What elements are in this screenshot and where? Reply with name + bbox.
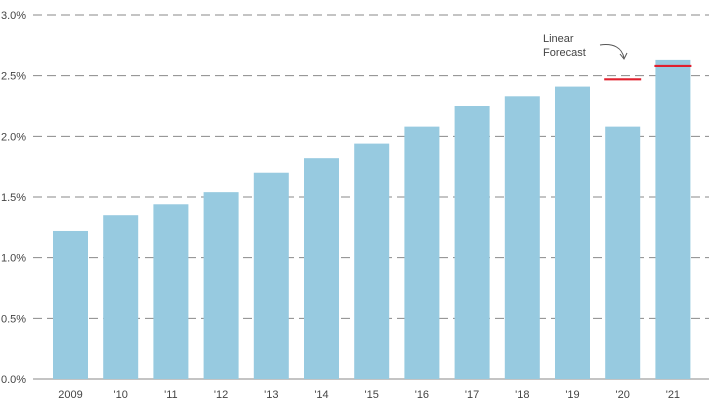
y-tick-label: 1.5% bbox=[1, 192, 26, 204]
forecast-annotation: Linear Forecast bbox=[543, 33, 628, 60]
x-tick-label: '20 bbox=[616, 389, 630, 401]
x-tick-label: '10 bbox=[114, 389, 128, 401]
bar bbox=[555, 86, 590, 379]
bar bbox=[605, 126, 641, 379]
y-tick-label: 1.0% bbox=[1, 253, 26, 265]
y-tick-label: 3.0% bbox=[1, 10, 26, 22]
bar bbox=[304, 158, 339, 379]
x-tick-label: '15 bbox=[365, 389, 379, 401]
y-tick-label: 2.0% bbox=[1, 131, 26, 143]
x-tick-label: '13 bbox=[264, 389, 278, 401]
x-tick-label: '12 bbox=[214, 389, 228, 401]
bar bbox=[504, 96, 540, 379]
x-tick-label: '11 bbox=[164, 389, 178, 401]
y-tick-label: 2.5% bbox=[1, 71, 26, 83]
bar bbox=[655, 59, 691, 379]
x-tick-label: '17 bbox=[465, 389, 479, 401]
annotation-line-2: Forecast bbox=[543, 47, 586, 59]
bar bbox=[404, 126, 440, 379]
forecast-markers bbox=[604, 64, 692, 81]
x-tick-label: 2009 bbox=[58, 389, 82, 401]
bar bbox=[354, 143, 390, 379]
annotation-arrowhead-icon bbox=[619, 52, 628, 60]
bar bbox=[454, 106, 490, 379]
annotation-arrow-icon bbox=[599, 44, 625, 59]
bar bbox=[253, 172, 289, 379]
bar bbox=[153, 204, 189, 379]
y-tick-label: 0.0% bbox=[1, 374, 26, 386]
x-tick-label: '19 bbox=[565, 389, 579, 401]
bar bbox=[203, 192, 239, 379]
y-axis-tick-labels: 0.0% 0.5% 1.0% 1.5% 2.0% 2.5% 3.0% bbox=[1, 10, 26, 386]
x-tick-label: '18 bbox=[515, 389, 529, 401]
y-tick-label: 0.5% bbox=[1, 313, 26, 325]
bars bbox=[53, 59, 691, 379]
annotation-line-1: Linear bbox=[543, 33, 574, 45]
bar bbox=[53, 230, 88, 379]
x-tick-label: '16 bbox=[415, 389, 429, 401]
bar bbox=[103, 215, 139, 379]
x-tick-label: '21 bbox=[666, 389, 680, 401]
x-axis-tick-labels: 2009 '10 '11 '12 '13 '14 '15 '16 '17 '18 '19 '20 '21 bbox=[58, 389, 680, 401]
x-tick-label: '14 bbox=[314, 389, 328, 401]
